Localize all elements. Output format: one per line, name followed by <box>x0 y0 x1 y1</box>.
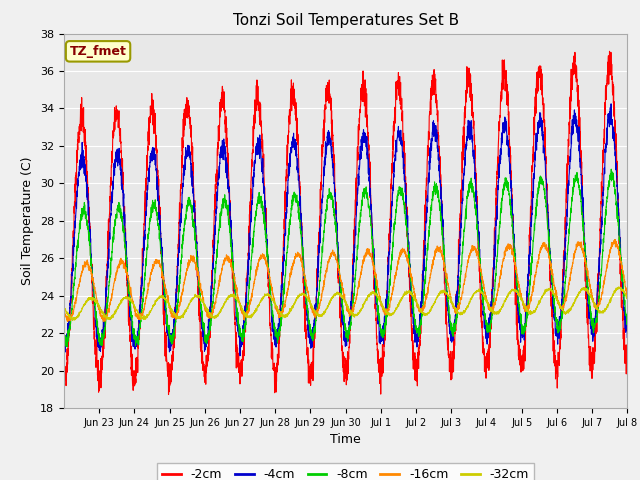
-32cm <box>60 305 68 311</box>
-16cm <box>623 292 631 298</box>
-16cm <box>60 309 68 314</box>
Line: -8cm: -8cm <box>64 169 627 347</box>
-4cm <box>236 353 244 359</box>
-32cm <box>623 296 631 301</box>
-2cm <box>401 160 408 166</box>
-32cm <box>411 296 419 302</box>
-16cm <box>411 293 419 299</box>
-8cm <box>411 321 419 327</box>
-4cm <box>181 165 189 170</box>
-4cm <box>411 325 419 331</box>
-4cm <box>607 101 615 107</box>
-8cm <box>623 315 631 321</box>
-2cm <box>570 55 578 61</box>
Line: -32cm: -32cm <box>64 287 627 321</box>
-32cm <box>401 289 408 295</box>
-8cm <box>401 203 408 208</box>
-8cm <box>63 344 71 350</box>
Line: -4cm: -4cm <box>64 104 627 356</box>
-8cm <box>607 166 615 172</box>
-32cm <box>623 295 631 300</box>
-4cm <box>401 178 408 183</box>
-2cm <box>218 95 225 100</box>
-32cm <box>68 318 76 324</box>
-32cm <box>181 311 189 316</box>
-4cm <box>570 121 578 127</box>
-4cm <box>60 347 68 352</box>
-2cm <box>60 373 68 379</box>
X-axis label: Time: Time <box>330 433 361 446</box>
-16cm <box>63 319 71 324</box>
-2cm <box>181 110 189 116</box>
-16cm <box>401 250 408 256</box>
-2cm <box>605 48 613 54</box>
-16cm <box>623 291 631 297</box>
Title: Tonzi Soil Temperatures Set B: Tonzi Soil Temperatures Set B <box>232 13 459 28</box>
-8cm <box>218 205 225 211</box>
-2cm <box>623 364 631 370</box>
-2cm <box>623 360 631 365</box>
-4cm <box>623 335 631 340</box>
-4cm <box>218 150 225 156</box>
-32cm <box>570 301 578 307</box>
-8cm <box>570 183 578 189</box>
-16cm <box>611 237 619 242</box>
-2cm <box>411 362 419 368</box>
-8cm <box>181 222 189 228</box>
-8cm <box>60 335 68 341</box>
-8cm <box>623 318 631 324</box>
-16cm <box>570 251 578 257</box>
-32cm <box>218 307 225 312</box>
-4cm <box>623 319 631 324</box>
Legend: -2cm, -4cm, -8cm, -16cm, -32cm: -2cm, -4cm, -8cm, -16cm, -32cm <box>157 463 534 480</box>
Y-axis label: Soil Temperature (C): Soil Temperature (C) <box>22 156 35 285</box>
Line: -2cm: -2cm <box>64 51 627 395</box>
Text: TZ_fmet: TZ_fmet <box>70 45 127 58</box>
-16cm <box>218 271 225 276</box>
-2cm <box>164 392 172 397</box>
-32cm <box>615 284 623 290</box>
-16cm <box>181 277 189 283</box>
Line: -16cm: -16cm <box>64 240 627 322</box>
